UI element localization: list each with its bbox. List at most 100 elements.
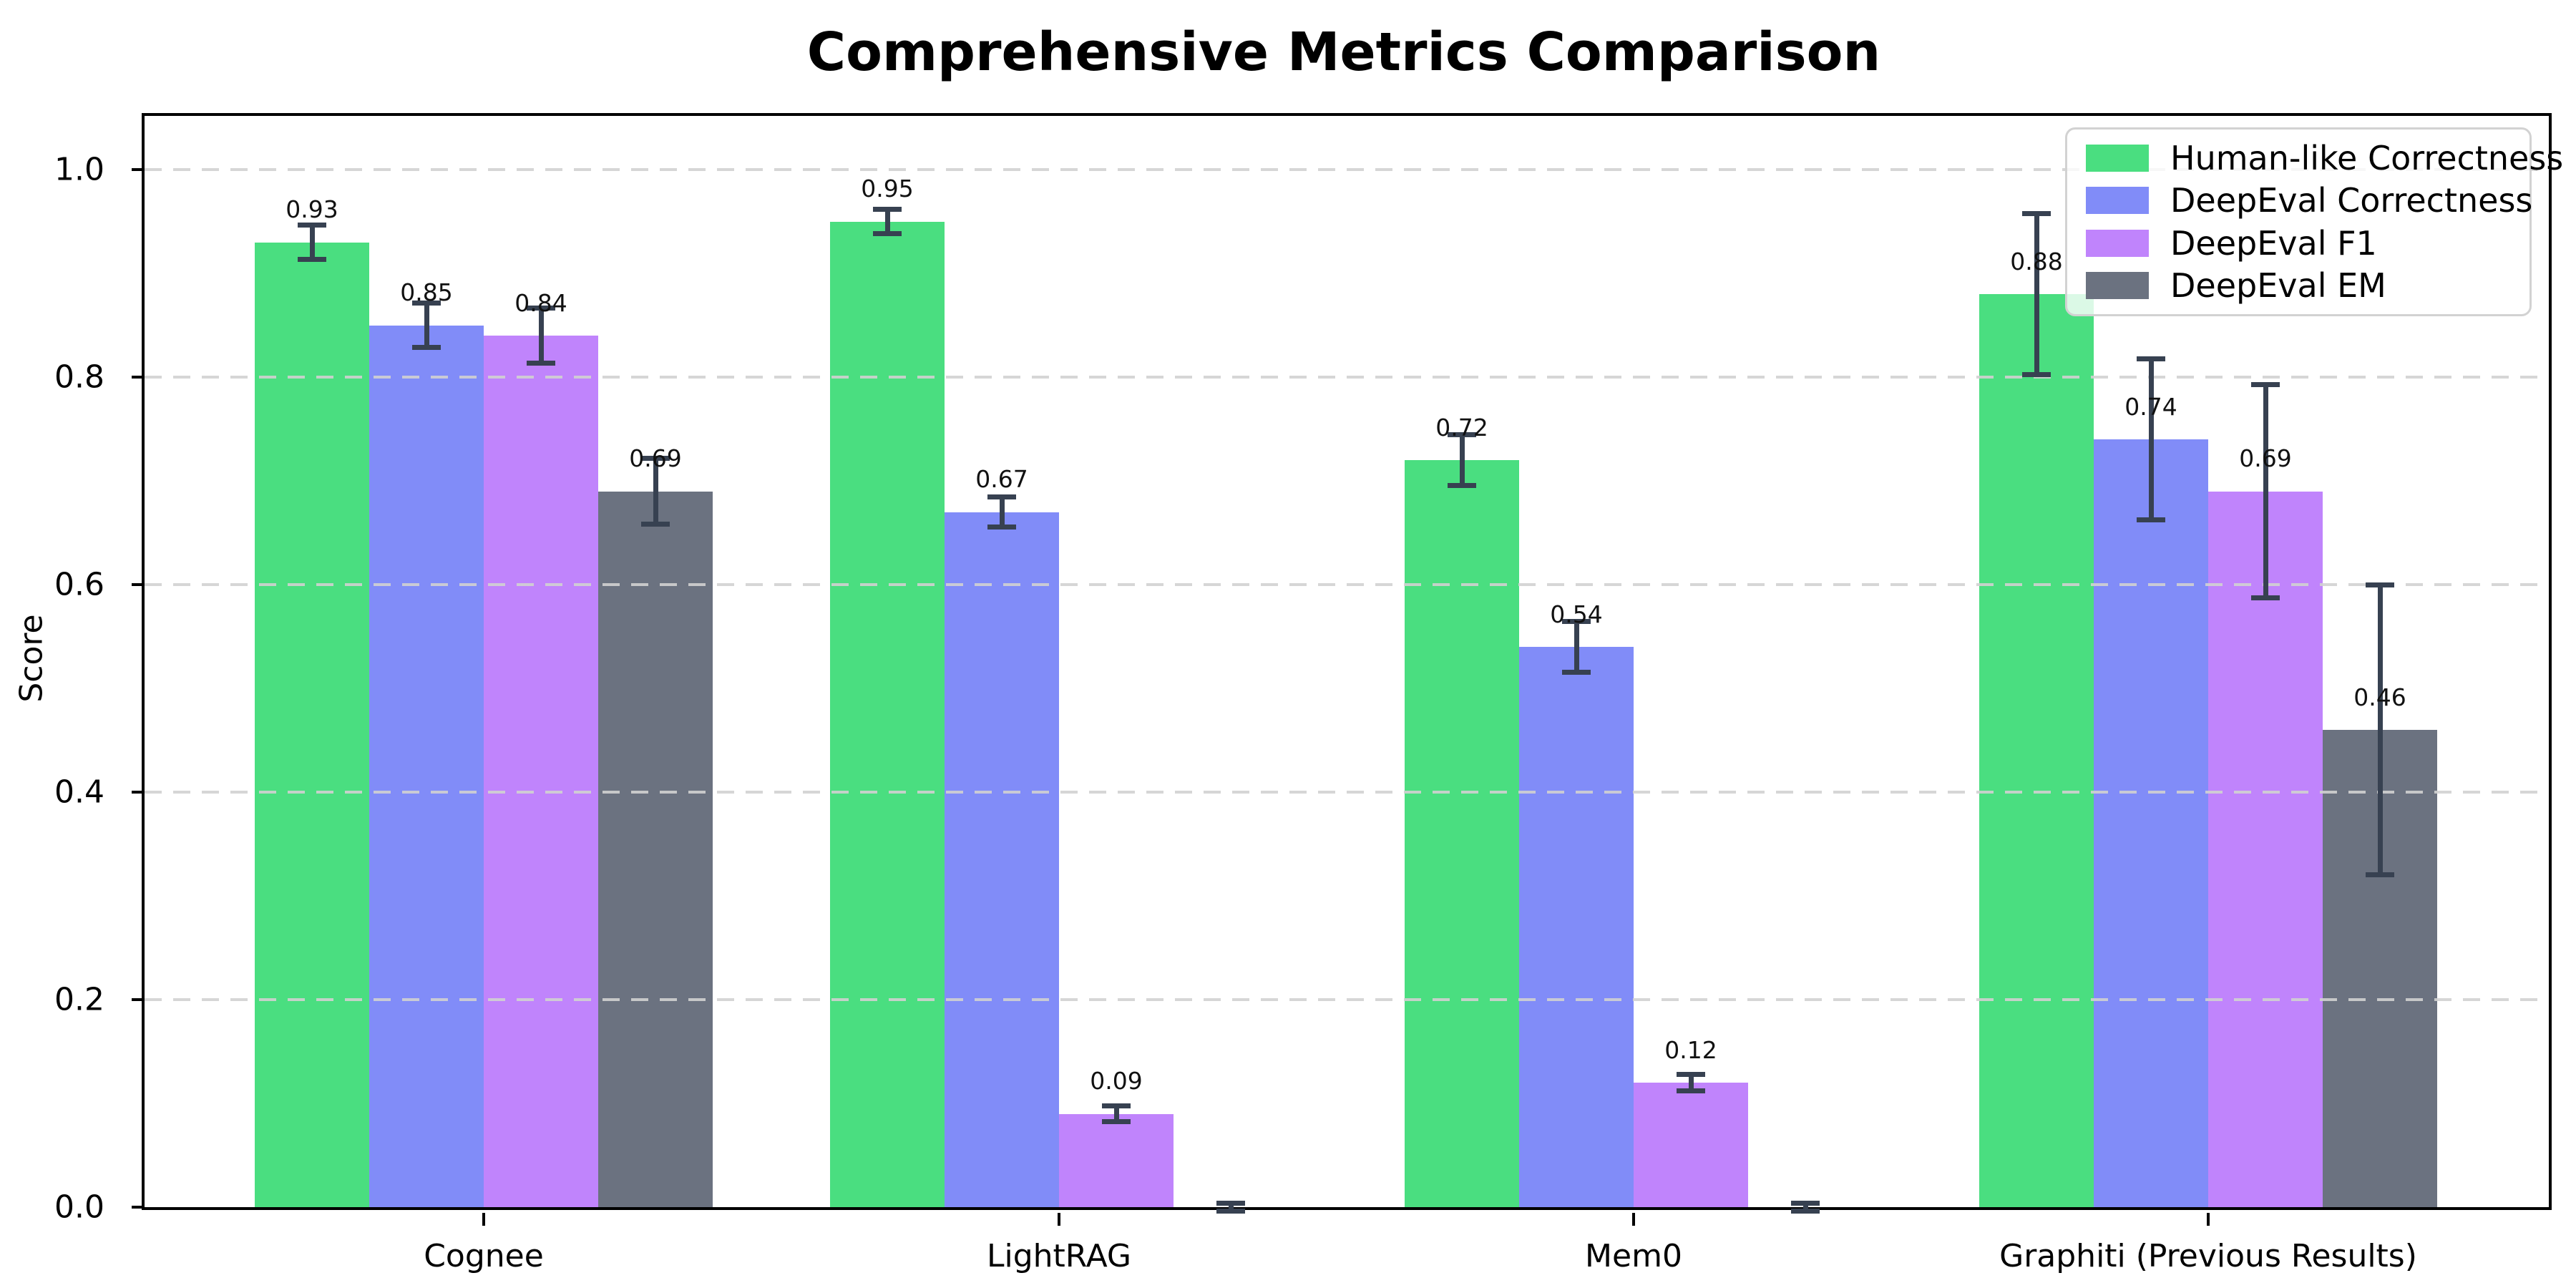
bar-value-label: 0.46	[2353, 683, 2406, 711]
error-bar	[309, 224, 315, 260]
error-bar-cap-bottom	[873, 230, 902, 236]
bar-deepeval-f1-1	[1059, 1113, 1174, 1207]
error-bar-cap-bottom	[641, 521, 670, 527]
error-bar-cap-top	[1791, 1201, 1820, 1206]
gridline-0.4	[145, 791, 2549, 794]
error-bar-cap-bottom	[987, 525, 1016, 530]
error-bar-cap-bottom	[2366, 872, 2394, 877]
error-bar-cap-top	[1677, 1072, 1705, 1078]
error-bar	[424, 302, 429, 348]
error-bar-cap-top	[873, 207, 902, 213]
bar-value-label: 0.85	[400, 278, 453, 307]
bar-human-like-correctness-1	[830, 221, 945, 1207]
error-bar-cap-bottom	[298, 257, 326, 263]
error-bar-cap-top	[1448, 431, 1476, 437]
bar-value-label: 0.69	[2239, 444, 2292, 473]
gridline-0.6	[145, 583, 2549, 586]
error-bar	[884, 209, 890, 234]
legend-item-deepeval-f1: DeepEval F1	[2086, 224, 2529, 263]
bar-human-like-correctness-3	[1979, 294, 2094, 1207]
error-bar	[1459, 434, 1465, 487]
x-tick-label-1: LightRAG	[986, 1238, 1132, 1274]
error-bar-cap-bottom	[1562, 670, 1591, 675]
error-bar	[1113, 1105, 1119, 1123]
y-tick-label-0.4: 0.4	[54, 774, 104, 811]
legend-label: DeepEval F1	[2170, 223, 2377, 263]
bar-value-label: 0.54	[1550, 600, 1603, 628]
bar-value-label: 0.12	[1664, 1035, 1717, 1064]
bar-value-label: 0.72	[1435, 413, 1488, 441]
error-bar	[2377, 585, 2383, 875]
error-bar-cap-bottom	[2022, 372, 2051, 378]
bar-value-label: 0.88	[2010, 247, 2063, 275]
error-bar	[2263, 384, 2268, 598]
error-bar	[2034, 213, 2039, 376]
error-bar-cap-bottom	[1448, 483, 1476, 489]
x-tick-label-0: Cognee	[424, 1238, 544, 1274]
error-bar	[2148, 358, 2154, 521]
legend-label: DeepEval Correctness	[2170, 181, 2533, 220]
error-bar	[1228, 1203, 1234, 1211]
error-bar-cap-top	[2137, 356, 2165, 361]
legend-label: DeepEval EM	[2170, 266, 2386, 306]
error-bar-cap-bottom	[412, 345, 441, 351]
y-tick-0.0	[132, 1206, 145, 1209]
chart-title: Comprehensive Metrics Comparison	[806, 21, 1881, 83]
y-tick-label-0.8: 0.8	[54, 358, 104, 396]
legend: Human-like Correctness DeepEval Correctne…	[2065, 127, 2563, 316]
bar-value-label: 0.84	[514, 288, 567, 317]
error-bar	[653, 458, 658, 525]
y-tick-label-0.0: 0.0	[54, 1189, 104, 1226]
error-bar-cap-bottom	[1791, 1208, 1820, 1214]
legend-swatch	[2086, 272, 2149, 300]
x-tick-3	[2207, 1213, 2210, 1226]
gridline-0.8	[145, 376, 2549, 379]
error-bar	[1574, 620, 1579, 673]
error-bar-cap-top	[1562, 618, 1591, 624]
error-bar-cap-top	[987, 494, 1016, 499]
legend-swatch	[2086, 144, 2149, 172]
error-bar-cap-bottom	[527, 361, 555, 366]
legend-swatch	[2086, 229, 2149, 257]
legend-label: Human-like Correctness	[2170, 138, 2564, 177]
y-tick-label-0.2: 0.2	[54, 981, 104, 1018]
bar-deepeval-f1-0	[484, 336, 598, 1207]
x-tick-2	[1632, 1213, 1635, 1226]
y-tick-label-1.0: 1.0	[54, 151, 104, 188]
bar-value-label: 0.93	[286, 195, 338, 224]
error-bar-cap-top	[412, 300, 441, 306]
bar-deepeval-correctness-0	[369, 325, 484, 1207]
error-bar-cap-top	[2251, 382, 2280, 388]
bar-deepeval-correctness-1	[945, 512, 1059, 1207]
x-tick-label-3: Graphiti (Previous Results)	[1999, 1238, 2417, 1274]
error-bar-cap-top	[298, 222, 326, 228]
error-bar-cap-bottom	[2137, 517, 2165, 523]
x-tick-1	[1058, 1213, 1060, 1226]
bar-value-label: 0.69	[629, 444, 682, 473]
error-bar	[1802, 1203, 1808, 1211]
y-tick-0.2	[132, 998, 145, 1001]
bar-deepeval-f1-2	[1634, 1083, 1748, 1207]
bar-deepeval-correctness-3	[2094, 439, 2208, 1207]
y-axis-label-text: Score	[13, 614, 50, 703]
legend-item-deepeval-correctness: DeepEval Correctness	[2086, 181, 2533, 220]
error-bar-cap-top	[527, 305, 555, 311]
legend-item-human-like-correctness: Human-like Correctness	[2086, 139, 2563, 177]
error-bar-cap-top	[2366, 582, 2394, 587]
error-bar-cap-top	[1102, 1103, 1131, 1108]
error-bar-cap-bottom	[1102, 1119, 1131, 1125]
y-tick-1.0	[132, 168, 145, 171]
bar-human-like-correctness-0	[255, 242, 369, 1207]
x-tick-label-2: Mem0	[1585, 1238, 1682, 1274]
error-bar-cap-bottom	[2251, 595, 2280, 600]
error-bar-cap-top	[1216, 1201, 1245, 1206]
bar-value-label: 0.67	[975, 465, 1028, 494]
legend-swatch	[2086, 187, 2149, 215]
error-bar	[1688, 1074, 1694, 1091]
error-bar-cap-bottom	[1216, 1208, 1245, 1214]
y-tick-label-0.6: 0.6	[54, 566, 104, 603]
bar-deepeval-correctness-2	[1519, 647, 1634, 1207]
gridline-0.2	[145, 998, 2549, 1001]
error-bar-cap-top	[641, 456, 670, 462]
